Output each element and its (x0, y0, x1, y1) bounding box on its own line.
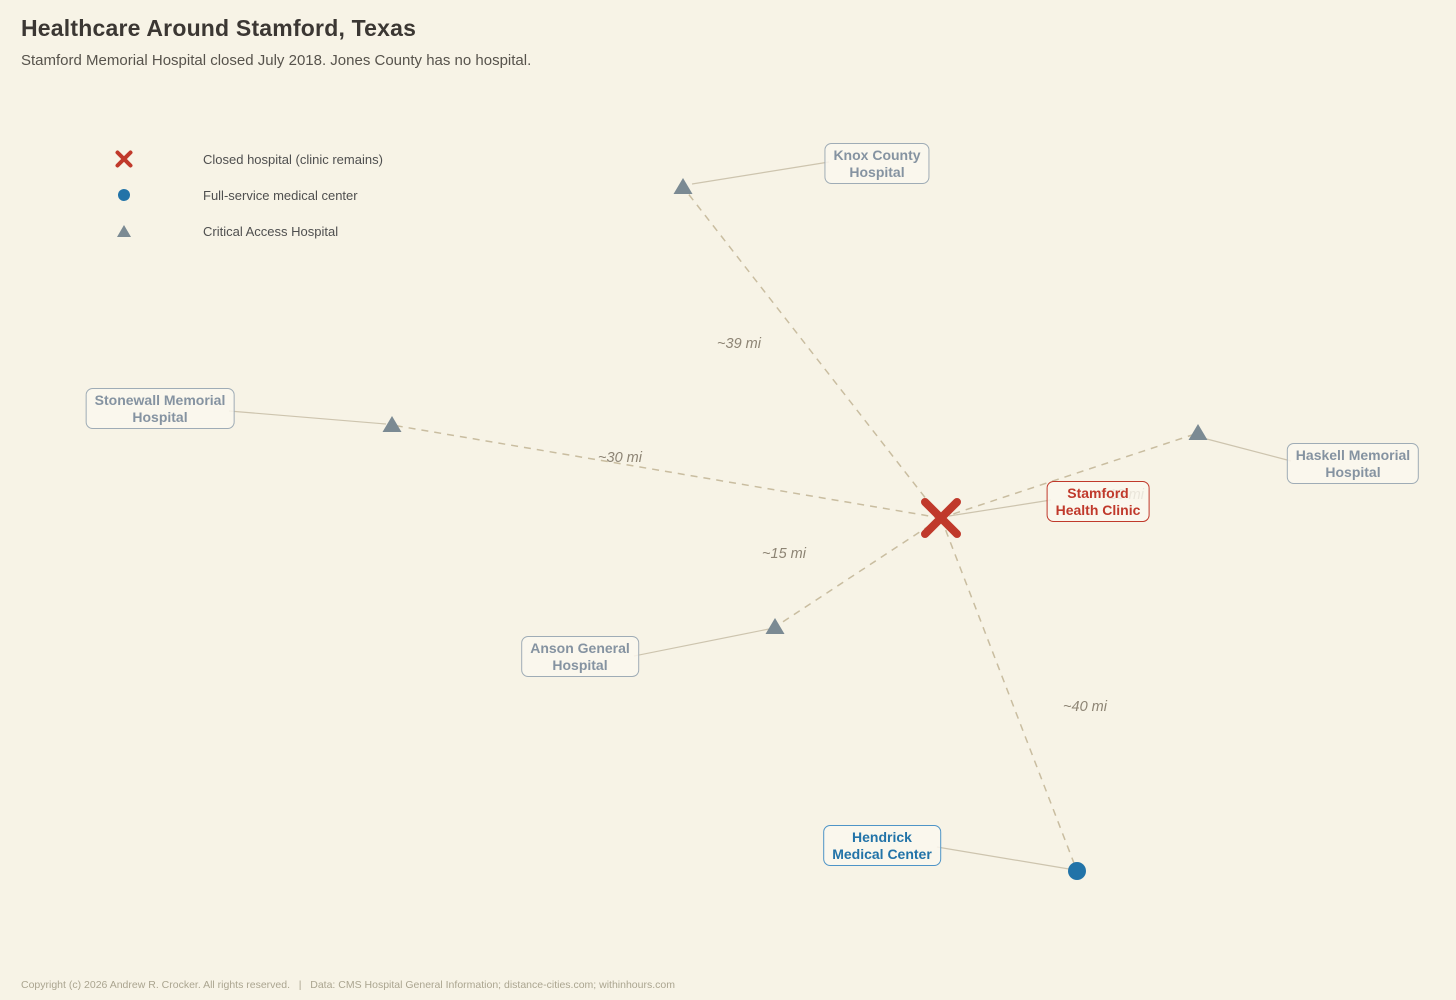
distance-label-stonewall: ~30 mi (598, 450, 643, 466)
route-line-stonewall (391, 424, 942, 519)
route-line-haskell (940, 432, 1199, 519)
leader-line-haskell (1202, 437, 1292, 462)
facility-marker-haskell (1188, 424, 1208, 440)
route-line-knox (682, 186, 942, 519)
distance-label-knox: ~39 mi (717, 336, 762, 352)
leader-line-stonewall (228, 410, 387, 425)
legend-item-critical-access: Critical Access Hospital (114, 213, 383, 249)
leader-line-stamford (948, 499, 1052, 517)
legend-label-closed-hospital: Closed hospital (clinic remains) (203, 151, 383, 167)
page-title: Healthcare Around Stamford, Texas (21, 15, 417, 41)
facility-marker-stamford (921, 498, 961, 538)
distance-label-anson: ~15 mi (762, 546, 807, 562)
facility-marker-anson (765, 618, 785, 634)
leader-line-anson (633, 628, 770, 657)
leader-line-knox (691, 161, 830, 185)
facility-marker-knox (673, 178, 693, 194)
route-line-anson (774, 517, 942, 628)
footer: Copyright (c) 2026 Andrew R. Crocker. Al… (21, 954, 675, 1000)
full-service-dot-icon (114, 185, 134, 205)
cah-triangle-icon (114, 221, 134, 241)
legend-item-closed-hospital: Closed hospital (clinic remains) (114, 141, 383, 177)
leader-line-hendrick (936, 846, 1070, 870)
legend: Closed hospital (clinic remains) Full-se… (114, 141, 383, 249)
facility-marker-stonewall (382, 416, 402, 432)
distance-label-hendrick: ~40 mi (1063, 699, 1108, 715)
legend-label-full-service: Full-service medical center (203, 187, 358, 203)
closed-x-icon (114, 149, 134, 169)
legend-label-critical-access: Critical Access Hospital (203, 223, 339, 239)
facility-marker-hendrick (1068, 862, 1086, 880)
footer-copyright: Copyright (c) 2026 Andrew R. Crocker. Al… (21, 979, 675, 991)
distance-label-haskell: ~10 mi (1100, 487, 1145, 503)
page-subtitle: Stamford Memorial Hospital closed July 2… (21, 52, 532, 69)
route-line-hendrick (940, 517, 1078, 872)
legend-item-full-service: Full-service medical center (114, 177, 383, 213)
